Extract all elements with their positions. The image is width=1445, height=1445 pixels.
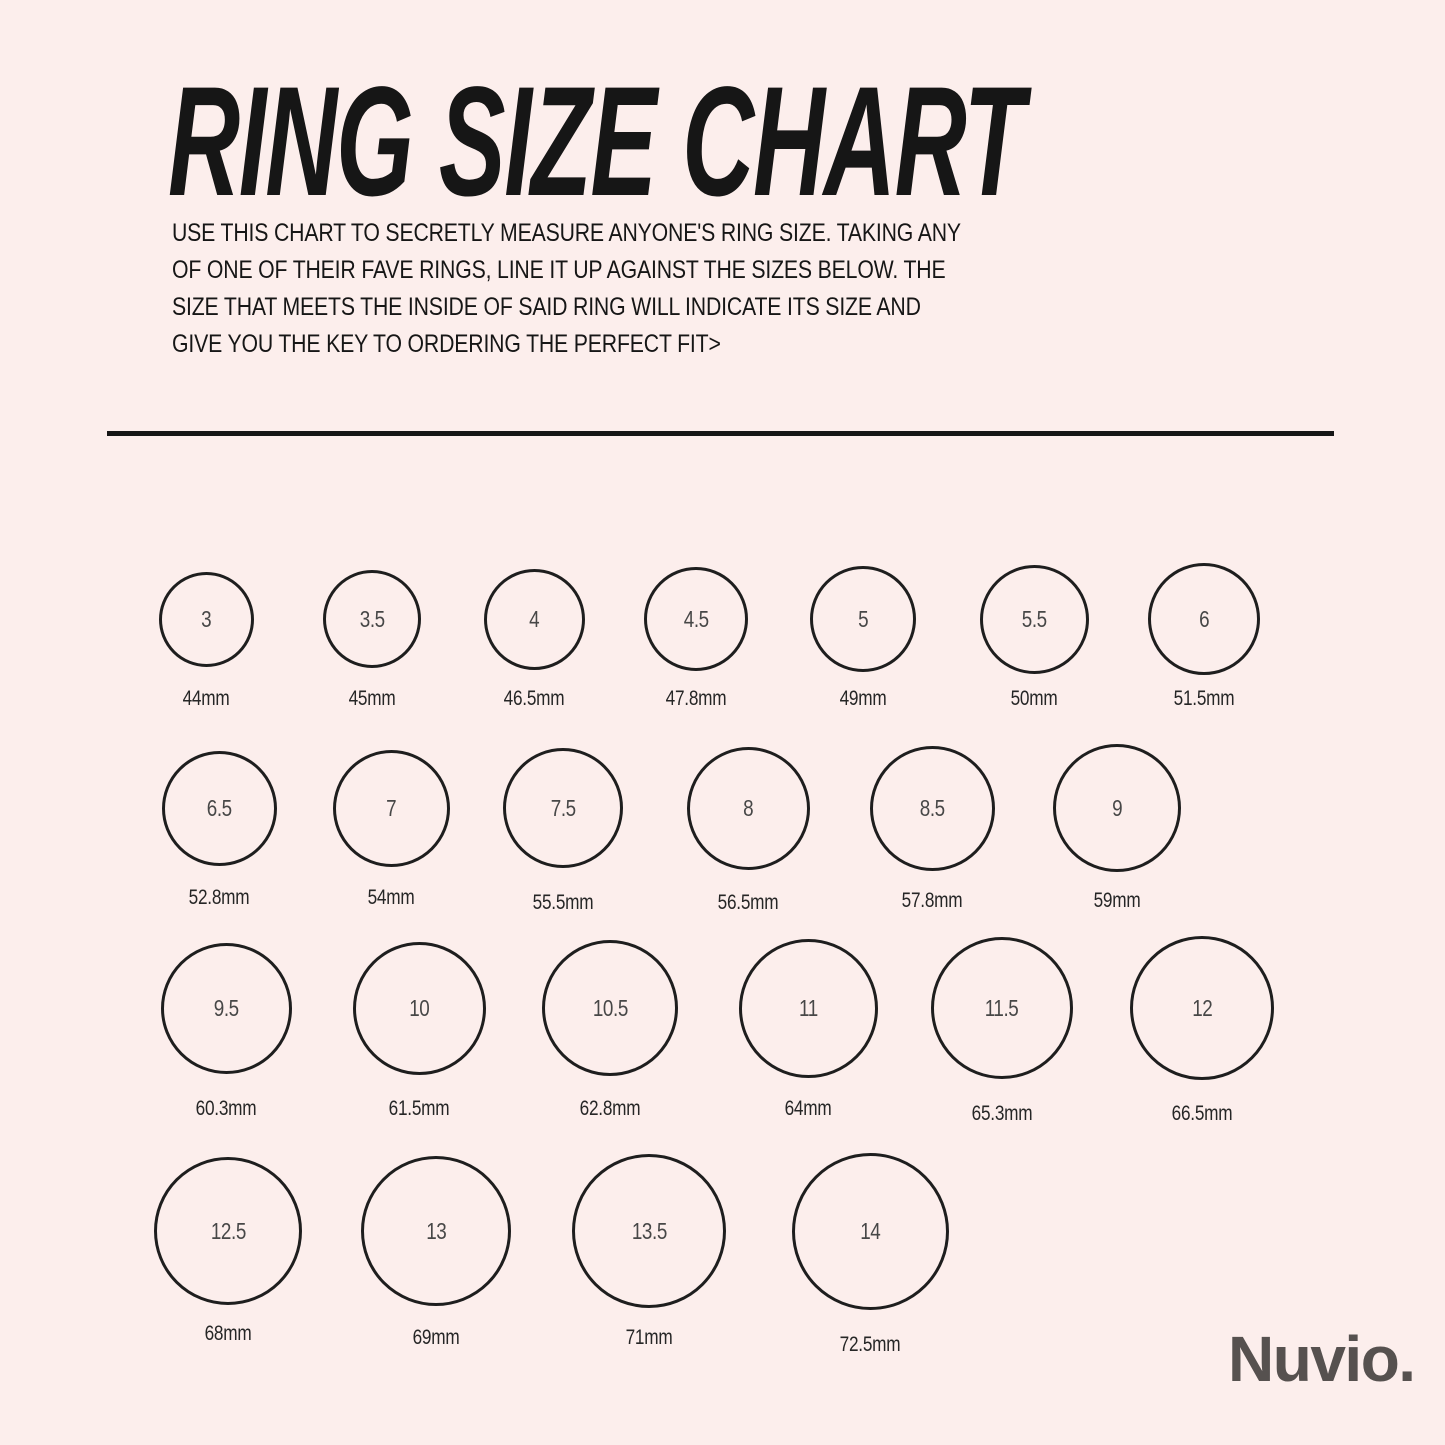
ring-size-number: 10.5 bbox=[592, 994, 628, 1021]
ring-diameter-label: 47.8mm bbox=[665, 687, 727, 710]
ring-circle-9: 9 bbox=[1053, 744, 1181, 872]
ring-circle-11.5: 11.5 bbox=[931, 937, 1073, 1079]
ring-diameter-label: 71mm bbox=[625, 1326, 673, 1349]
ring-size-number: 9.5 bbox=[213, 994, 239, 1021]
page-title: RING SIZE CHART bbox=[168, 55, 1025, 229]
ring-diameter-label: 60.3mm bbox=[195, 1097, 257, 1120]
ring-size-number: 10 bbox=[408, 994, 430, 1021]
ring-diameter-label: 66.5mm bbox=[1171, 1102, 1233, 1125]
ring-size-number: 12.5 bbox=[210, 1217, 246, 1244]
page-description: USE THIS CHART TO SECRETLY MEASURE ANYON… bbox=[172, 219, 961, 358]
ring-diameter-label: 68mm bbox=[204, 1322, 252, 1345]
ring-size-number: 9 bbox=[1111, 794, 1123, 821]
ring-size-number: 7 bbox=[385, 794, 397, 821]
ring-size-number: 13.5 bbox=[631, 1217, 667, 1244]
ring-size-number: 5.5 bbox=[1021, 605, 1047, 632]
ring-circle-5.5: 5.5 bbox=[979, 564, 1089, 674]
ring-size-number: 12 bbox=[1191, 994, 1213, 1021]
ring-circle-14: 14 bbox=[791, 1152, 949, 1310]
ring-size-number: 3.5 bbox=[359, 605, 385, 632]
ring-circle-8: 8 bbox=[686, 746, 810, 870]
ring-circle-3: 3 bbox=[158, 571, 254, 667]
ring-diameter-label: 56.5mm bbox=[717, 891, 779, 914]
ring-diameter-label: 57.8mm bbox=[901, 889, 963, 912]
divider-line bbox=[107, 431, 1334, 436]
ring-diameter-label: 51.5mm bbox=[1173, 687, 1235, 710]
ring-size-number: 8.5 bbox=[919, 794, 945, 821]
ring-size-number: 5 bbox=[857, 605, 869, 632]
ring-diameter-label: 55.5mm bbox=[532, 891, 594, 914]
brand-logo: Nuvio. bbox=[1228, 1323, 1416, 1395]
ring-diameter-label: 69mm bbox=[412, 1326, 460, 1349]
ring-circle-8.5: 8.5 bbox=[869, 745, 995, 871]
ring-size-number: 4 bbox=[528, 605, 540, 632]
ring-diameter-label: 65.3mm bbox=[971, 1102, 1033, 1125]
ring-size-number: 11 bbox=[798, 994, 818, 1021]
ring-circle-4: 4 bbox=[483, 568, 585, 670]
ring-diameter-label: 59mm bbox=[1093, 889, 1141, 912]
ring-circle-6: 6 bbox=[1148, 563, 1260, 675]
ring-circle-9.5: 9.5 bbox=[160, 942, 292, 1074]
ring-size-number: 11.5 bbox=[985, 994, 1019, 1021]
ring-diameter-label: 62.8mm bbox=[579, 1097, 641, 1120]
ring-size-number: 6.5 bbox=[206, 794, 232, 821]
ring-size-number: 6 bbox=[1198, 605, 1210, 632]
ring-diameter-label: 50mm bbox=[1010, 687, 1058, 710]
ring-size-number: 8 bbox=[742, 794, 754, 821]
ring-circle-3.5: 3.5 bbox=[323, 570, 421, 668]
ring-circle-6.5: 6.5 bbox=[161, 750, 277, 866]
ring-circle-12.5: 12.5 bbox=[154, 1157, 302, 1305]
ring-diameter-label: 61.5mm bbox=[388, 1097, 450, 1120]
ring-circle-4.5: 4.5 bbox=[644, 567, 748, 671]
ring-circle-12: 12 bbox=[1130, 936, 1274, 1080]
ring-size-number: 14 bbox=[859, 1217, 881, 1244]
ring-size-number: 7.5 bbox=[550, 794, 576, 821]
ring-diameter-label: 46.5mm bbox=[503, 687, 565, 710]
ring-diameter-label: 44mm bbox=[182, 687, 230, 710]
ring-size-number: 4.5 bbox=[683, 605, 709, 632]
ring-diameter-label: 64mm bbox=[784, 1097, 832, 1120]
ring-circle-10: 10 bbox=[352, 941, 486, 1075]
ring-diameter-label: 54mm bbox=[367, 886, 415, 909]
ring-circle-10.5: 10.5 bbox=[542, 940, 678, 1076]
ring-circle-13.5: 13.5 bbox=[572, 1154, 726, 1308]
ring-size-number: 13 bbox=[425, 1217, 447, 1244]
ring-diameter-label: 45mm bbox=[348, 687, 396, 710]
ring-circle-7.5: 7.5 bbox=[503, 748, 623, 868]
ring-circle-13: 13 bbox=[361, 1156, 511, 1306]
ring-diameter-label: 49mm bbox=[839, 687, 887, 710]
ring-diameter-label: 52.8mm bbox=[188, 886, 250, 909]
ring-circle-11: 11 bbox=[738, 938, 878, 1078]
ring-diameter-label: 72.5mm bbox=[839, 1333, 901, 1356]
ring-circle-7: 7 bbox=[332, 749, 450, 867]
ring-size-number: 3 bbox=[200, 605, 212, 632]
ring-circle-5: 5 bbox=[810, 566, 916, 672]
